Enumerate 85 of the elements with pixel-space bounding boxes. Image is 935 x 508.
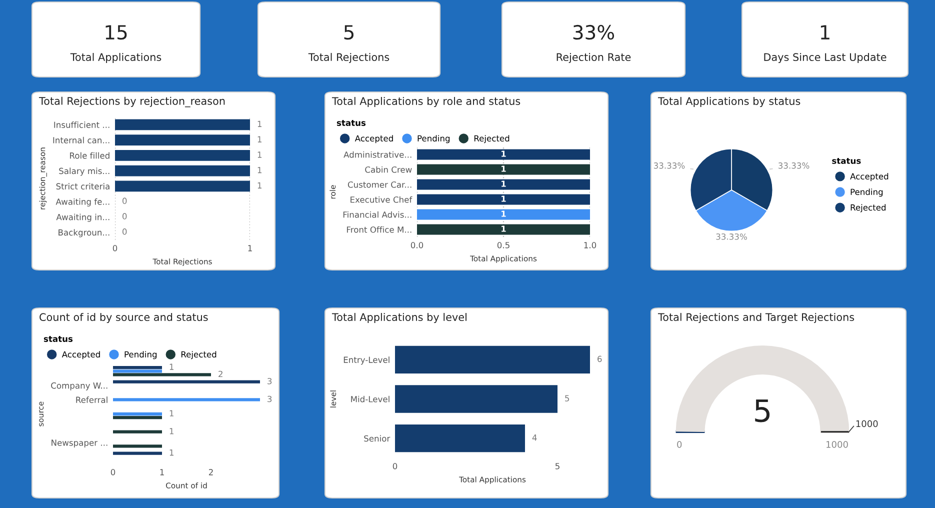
legend-label: Accepted xyxy=(62,351,100,360)
legend-title: status xyxy=(336,120,366,126)
legend-label: Pending xyxy=(850,188,883,197)
text: 1000 xyxy=(826,441,848,448)
y-tick-label: Referral xyxy=(76,396,108,403)
text: 5 xyxy=(344,25,354,40)
y-tick-label: Role filled xyxy=(70,152,110,159)
data-label: 0 xyxy=(122,198,127,204)
data-label: 5 xyxy=(565,395,570,402)
chart-title: Count of id by source and status xyxy=(40,312,208,324)
chart-title: Total Rejections and Target Rejections xyxy=(658,312,854,324)
text: Days Since Last Update xyxy=(764,52,886,64)
data-label: 1 xyxy=(170,428,174,434)
data-label: 1 xyxy=(502,226,506,232)
y-tick-label: Senior xyxy=(364,435,390,442)
y-tick-label: Strict criteria xyxy=(56,183,110,190)
text: 5 xyxy=(755,399,770,422)
data-label: 1 xyxy=(502,166,506,172)
data-label: 1 xyxy=(502,180,506,187)
legend-label: Rejected xyxy=(850,204,886,212)
data-label: 4 xyxy=(532,434,537,441)
y-tick-label: Cabin Crew xyxy=(365,166,412,173)
legend-label: Rejected xyxy=(474,135,510,144)
text: 15 xyxy=(106,25,127,40)
data-label: 1 xyxy=(258,182,262,188)
legend-label: Accepted xyxy=(354,135,393,144)
text: 1000 xyxy=(856,420,878,428)
data-label: 1 xyxy=(502,196,506,202)
x-tick-label: 0.0 xyxy=(410,242,424,248)
data-label: 6 xyxy=(598,356,602,362)
y-tick-label: Company W... xyxy=(51,382,108,390)
y-tick-label: Awaiting in... xyxy=(56,214,110,222)
text: 0 xyxy=(677,441,682,448)
x-tick-label: 1 xyxy=(248,245,252,252)
data-label: 1 xyxy=(170,364,174,370)
legend-label: Pending xyxy=(124,351,157,360)
y-tick-label: Newspaper ... xyxy=(52,440,108,448)
y-tick-label: Administrative... xyxy=(344,151,412,158)
x-tick-label: 0.5 xyxy=(497,242,510,248)
data-label: 1 xyxy=(170,450,174,456)
data-label: 3 xyxy=(268,378,272,384)
x-tick-label: 1.0 xyxy=(584,242,596,248)
data-label: 1 xyxy=(258,136,262,142)
data-label: 2 xyxy=(218,370,222,378)
legend-label: Rejected xyxy=(181,351,216,360)
data-label: 1 xyxy=(170,410,174,416)
text: Rejection Rate xyxy=(556,52,631,64)
y-tick-label: Customer Car... xyxy=(348,181,412,188)
data-label: 0 xyxy=(122,213,127,220)
data-label: 3 xyxy=(268,396,272,402)
y-tick-label: Executive Chef xyxy=(350,196,412,203)
text: 33% xyxy=(573,24,614,40)
y-tick-label: Awaiting fe... xyxy=(56,198,110,206)
data-label: 33.33% xyxy=(778,162,810,169)
text: Total Rejections xyxy=(308,52,390,64)
text: 1 xyxy=(820,25,830,40)
legend-title: status xyxy=(44,336,73,342)
y-tick-label: Mid-Level xyxy=(351,396,390,402)
data-label: 1 xyxy=(502,210,506,217)
chart-title: Total Applications by level xyxy=(332,312,466,324)
y-tick-label: Front Office M... xyxy=(347,226,412,233)
y-tick-label: Backgroun... xyxy=(58,229,110,238)
data-label: 1 xyxy=(502,150,506,157)
chart-title: Total Applications by role and status xyxy=(332,96,520,108)
data-label: 1 xyxy=(258,167,262,174)
data-label: 33.33% xyxy=(654,162,685,169)
x-tick-label: 0 xyxy=(110,469,116,476)
y-tick-label: Salary mis... xyxy=(59,168,110,176)
y-tick-label: Entry-Level xyxy=(344,356,390,365)
x-tick-label: 0 xyxy=(112,245,118,252)
legend-label: Pending xyxy=(418,135,450,144)
chart-title: Total Applications by status xyxy=(658,96,800,108)
y-tick-label: Internal can... xyxy=(53,136,110,144)
data-label: 0 xyxy=(122,228,127,235)
chart-title: Total Rejections by rejection_reason xyxy=(38,96,225,108)
legend-label: Accepted xyxy=(850,173,888,182)
x-tick-label: 2 xyxy=(208,469,213,476)
y-tick-label: Financial Advis... xyxy=(343,211,412,218)
legend-title: status xyxy=(832,158,861,164)
y-tick-label: Insufficient ... xyxy=(54,122,110,128)
x-tick-label: 1 xyxy=(160,469,164,476)
text: Total Applications xyxy=(70,52,162,64)
data-label: 1 xyxy=(258,152,262,158)
data-label: 1 xyxy=(258,120,262,127)
data-label: 33.33% xyxy=(716,233,747,240)
